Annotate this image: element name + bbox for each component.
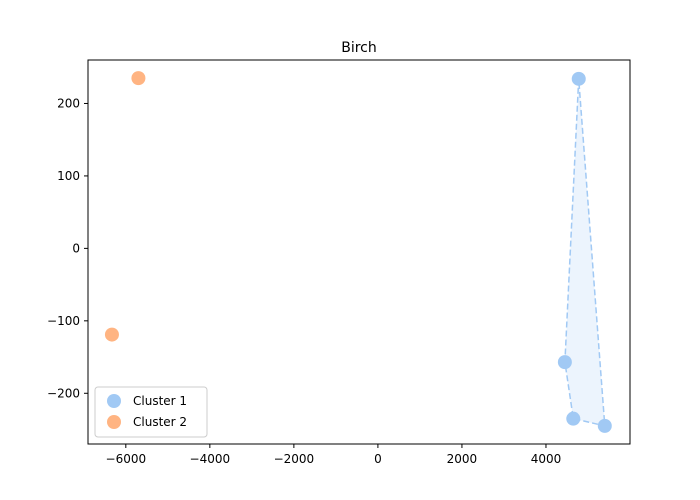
chart-title: Birch bbox=[341, 40, 377, 56]
point-cluster-2-1 bbox=[131, 71, 146, 86]
legend-box bbox=[94, 386, 208, 438]
cluster-hull-1 bbox=[564, 78, 606, 427]
x-tick-label: −2000 bbox=[274, 452, 315, 466]
legend-marker-cluster-1 bbox=[107, 394, 121, 408]
point-cluster-1-4 bbox=[597, 418, 612, 433]
legend-marker-cluster-2 bbox=[107, 415, 121, 429]
legend-label-cluster-2: Cluster 2 bbox=[133, 415, 187, 429]
point-cluster-2-2 bbox=[104, 327, 119, 342]
x-tick-label: 0 bbox=[374, 452, 382, 466]
x-tick-label: 4000 bbox=[531, 452, 562, 466]
x-tick-label: 2000 bbox=[447, 452, 478, 466]
point-cluster-1-3 bbox=[566, 411, 581, 426]
legend-label-cluster-1: Cluster 1 bbox=[133, 394, 187, 408]
cluster-hulls bbox=[564, 78, 606, 427]
y-tick-label: −100 bbox=[47, 314, 80, 328]
y-tick-label: 0 bbox=[72, 241, 80, 255]
legend: Cluster 1 Cluster 2 bbox=[94, 386, 208, 438]
point-cluster-1-2 bbox=[557, 355, 572, 370]
y-tick-label: 100 bbox=[57, 169, 80, 183]
axes: −6000 −4000 −2000 0 2000 4000 −200 −100 0 100 200 bbox=[47, 59, 631, 466]
y-tick-label: −200 bbox=[47, 386, 80, 400]
y-tick-label: 200 bbox=[57, 96, 80, 110]
data-points bbox=[104, 71, 612, 433]
point-cluster-1-1 bbox=[571, 71, 586, 86]
plot-frame bbox=[87, 59, 631, 445]
x-tick-label: −4000 bbox=[190, 452, 231, 466]
x-tick-label: −6000 bbox=[106, 452, 147, 466]
